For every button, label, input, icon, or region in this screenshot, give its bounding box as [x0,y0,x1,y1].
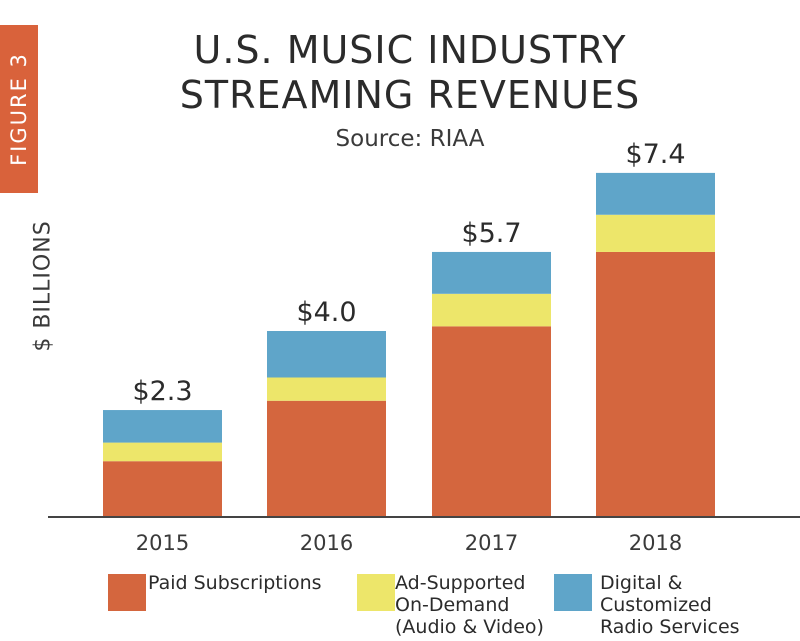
bar-2017-series-2 [432,251,551,294]
bar-2016-series-1 [267,377,386,401]
total-label-2018: $7.4 [625,139,685,170]
bar-2015-series-0 [103,461,222,517]
bar-2015-series-1 [103,442,222,462]
x-tick-label-2018: 2018 [629,531,682,555]
bar-2017-series-0 [432,326,551,517]
bar-2018-series-0 [596,251,715,517]
figure-tag: FIGURE 3 [0,25,38,193]
legend-label-paid-subscriptions: Paid Subscriptions [148,572,322,594]
chart-title-line-1: U.S. MUSIC INDUSTRY [193,28,627,72]
legend-label-digital-radio: Digital & Customized Radio Services [600,572,740,638]
chart-title-line-2: STREAMING REVENUES [179,73,641,117]
chart-subtitle: Source: RIAA [335,126,485,152]
total-label-2017: $5.7 [461,218,521,249]
legend-swatch-ad-supported [357,574,395,611]
bar-2018-series-1 [596,214,715,252]
x-tick-label-2017: 2017 [465,531,518,555]
total-label-2016: $4.0 [296,297,356,328]
bar-2018-series-2 [596,172,715,215]
bar-2016-series-2 [267,331,386,378]
bar-2016-series-0 [267,400,386,517]
bar-2017-series-1 [432,293,551,327]
bar-2015-series-2 [103,410,222,443]
legend-label-ad-supported: Ad-Supported On-Demand (Audio & Video) [395,572,544,638]
legend-swatch-paid-subscriptions [108,574,146,611]
x-tick-label-2015: 2015 [136,531,189,555]
total-label-2015: $2.3 [132,376,192,407]
legend-swatch-digital-radio [554,574,592,611]
x-tick-label-2016: 2016 [300,531,353,555]
